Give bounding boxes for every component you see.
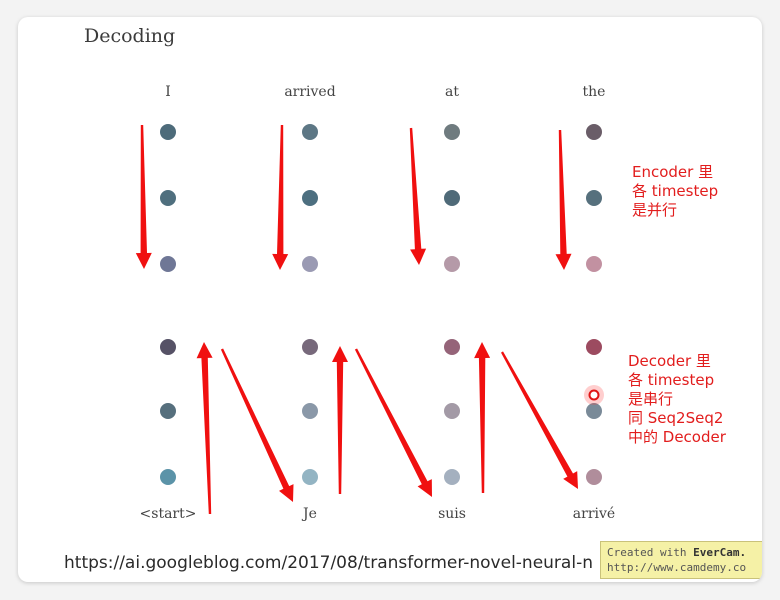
input-word-2: arrived xyxy=(284,84,336,100)
encoder-node-1-1 xyxy=(160,124,176,140)
watermark-prefix: Created with xyxy=(607,546,694,559)
encoder-node-1-3 xyxy=(160,256,176,272)
encoder-node-3-2 xyxy=(444,190,460,206)
decoder-feed-arrow-1 xyxy=(220,348,294,502)
decoder-node-3-2 xyxy=(444,403,460,419)
watermark-url: http://www.camdemy.co xyxy=(607,561,747,574)
decoder-node-4-1 xyxy=(586,339,602,355)
decoder-up-arrow-1 xyxy=(196,342,213,514)
output-word-2: Je xyxy=(303,506,317,522)
input-word-4: the xyxy=(582,84,606,100)
encoder-node-2-2 xyxy=(302,190,318,206)
source-url: https://ai.googleblog.com/2017/08/transf… xyxy=(64,553,593,573)
encoder-node-1-2 xyxy=(160,190,176,206)
decoder-node-4-2 xyxy=(586,403,602,419)
input-word-3: at xyxy=(445,84,459,100)
encoder-arrow-3 xyxy=(409,127,427,266)
encoder-node-2-3 xyxy=(302,256,318,272)
decoder-note-line-1: Decoder 里 xyxy=(628,352,711,370)
evercam-watermark: Created with EverCam. http://www.camdemy… xyxy=(600,541,762,579)
decoding-diagram xyxy=(135,124,604,514)
watermark-brand: EverCam. xyxy=(693,546,747,559)
encoder-arrow-4 xyxy=(555,130,572,270)
decoder-note-line-2: 各 timestep xyxy=(628,371,715,389)
encoder-note: Encoder 里 各 timestep 是并行 xyxy=(632,163,718,220)
decoder-node-4-3 xyxy=(586,469,602,485)
encoder-note-line-2: 各 timestep xyxy=(632,182,719,200)
decoder-note-line-4: 同 Seq2Seq2 xyxy=(628,409,724,427)
output-word-1: <start> xyxy=(139,506,197,522)
output-word-3: suis xyxy=(438,506,466,522)
encoder-node-3-1 xyxy=(444,124,460,140)
decoder-node-1-2 xyxy=(160,403,176,419)
decoder-node-3-1 xyxy=(444,339,460,355)
cursor-pointer-icon xyxy=(588,389,600,401)
decoder-note-line-5: 中的 Decoder xyxy=(628,428,726,446)
decoder-node-2-1 xyxy=(302,339,318,355)
encoder-node-3-3 xyxy=(444,256,460,272)
decoder-node-2-2 xyxy=(302,403,318,419)
decoder-feed-arrow-2 xyxy=(354,348,432,497)
encoder-node-4-2 xyxy=(586,190,602,206)
decoder-up-arrow-2 xyxy=(332,346,348,494)
decoder-node-3-3 xyxy=(444,469,460,485)
input-word-1: I xyxy=(165,84,171,100)
decoder-note: Decoder 里 各 timestep 是串行 同 Seq2Seq2 中的 D… xyxy=(628,352,726,447)
decoder-note-line-3: 是串行 xyxy=(628,390,674,408)
encoder-note-line-1: Encoder 里 xyxy=(632,163,714,181)
encoder-arrow-2 xyxy=(272,125,289,270)
slide-title: Decoding xyxy=(84,25,176,47)
decoder-feed-arrow-3 xyxy=(501,351,578,489)
decoder-node-1-1 xyxy=(160,339,176,355)
decoder-up-arrow-3 xyxy=(474,342,491,493)
slide: Decoding Encoder 里 各 timestep 是并行 Decode… xyxy=(18,17,762,582)
encoder-node-2-1 xyxy=(302,124,318,140)
output-word-4: arrivé xyxy=(572,506,616,522)
encoder-node-4-3 xyxy=(586,256,602,272)
encoder-node-4-1 xyxy=(586,124,602,140)
decoder-node-2-3 xyxy=(302,469,318,485)
decoder-node-1-3 xyxy=(160,469,176,485)
encoder-note-line-3: 是并行 xyxy=(632,201,678,219)
encoder-arrow-1 xyxy=(135,125,152,269)
